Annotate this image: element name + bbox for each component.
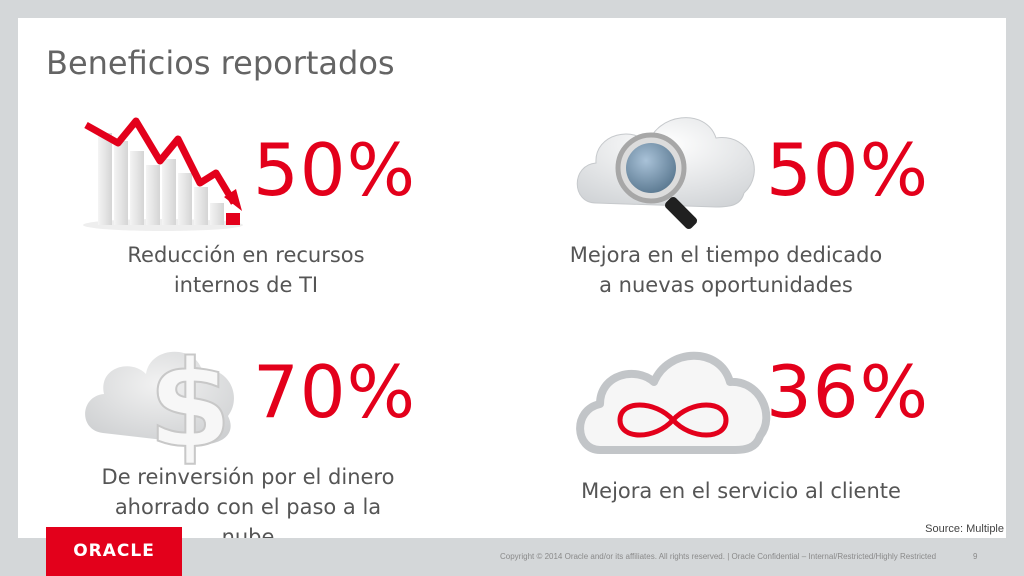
source-note: Source: Multiple bbox=[925, 523, 1004, 535]
copyright-text: Copyright © 2014 Oracle and/or its affil… bbox=[500, 552, 937, 561]
stat-description-2-line2: a nuevas oportunidades bbox=[599, 273, 853, 297]
cloud-dollar-icon: $ bbox=[85, 335, 234, 476]
stat-description-3-line1: De reinversión por el dinero bbox=[101, 465, 395, 489]
stat-description-4-line1: Mejora en el servicio al cliente bbox=[581, 479, 901, 503]
slide-title: Beneficios reportados bbox=[46, 44, 395, 82]
oracle-logo-text: ORACLE bbox=[73, 541, 155, 561]
slide: Beneficios reportados 50% Reducción en r… bbox=[18, 18, 1006, 549]
stat-value-4: 36% bbox=[766, 350, 930, 434]
stat-value-3: 70% bbox=[253, 350, 417, 434]
stat-value-2: 50% bbox=[766, 128, 930, 212]
stat-description-1: Reducción en recursos internos de TI bbox=[96, 240, 396, 300]
stat-description-1-line1: Reducción en recursos bbox=[127, 243, 365, 267]
cloud-magnifier-icon bbox=[576, 117, 755, 230]
stat-description-2: Mejora en el tiempo dedicado a nuevas op… bbox=[556, 240, 896, 300]
stat-description-2-line1: Mejora en el tiempo dedicado bbox=[569, 243, 883, 267]
oracle-logo: ORACLE bbox=[46, 527, 182, 576]
stat-value-1: 50% bbox=[253, 128, 417, 212]
stat-description-4: Mejora en el servicio al cliente bbox=[566, 476, 916, 506]
svg-text:$: $ bbox=[148, 336, 232, 475]
cloud-infinity-icon bbox=[576, 351, 771, 454]
declining-chart-icon bbox=[83, 117, 243, 231]
page-number: 9 bbox=[973, 552, 978, 561]
stat-description-1-line2: internos de TI bbox=[173, 273, 319, 297]
